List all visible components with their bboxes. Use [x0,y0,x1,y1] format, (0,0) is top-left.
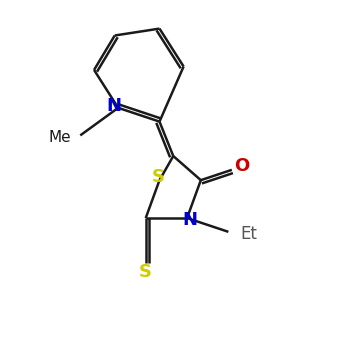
Text: S: S [151,168,164,187]
Text: Et: Et [240,225,257,243]
Text: N: N [182,211,197,230]
Text: N: N [106,97,121,115]
Text: S: S [139,264,152,281]
Text: Me: Me [48,130,71,145]
Text: O: O [234,158,249,175]
